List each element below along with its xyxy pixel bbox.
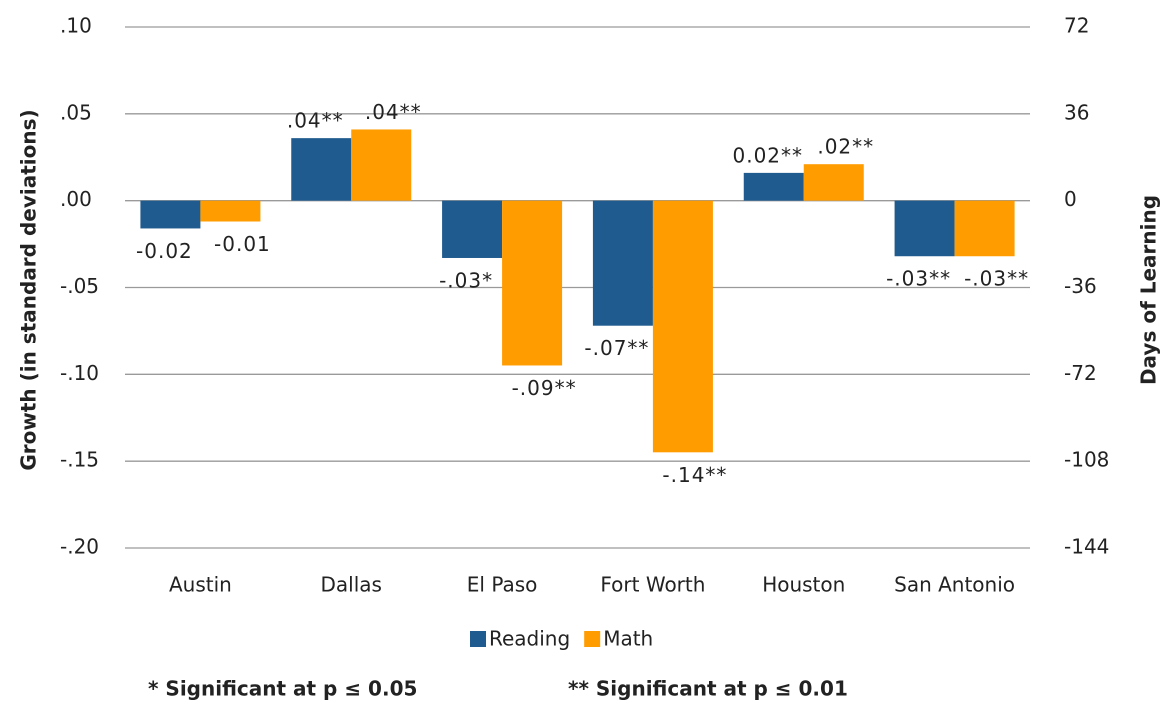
value-label: .02**: [817, 135, 874, 159]
value-label: .04**: [365, 100, 422, 124]
x-tick-label: El Paso: [467, 573, 538, 597]
bar: [351, 129, 412, 201]
value-label: -.14**: [662, 463, 727, 487]
y2-tick-label: -72: [1064, 361, 1097, 385]
bar: [652, 200, 713, 453]
legend-swatch: [470, 631, 486, 647]
y2-tick-label: 72: [1064, 14, 1089, 38]
y-tick-label: -.10: [60, 361, 99, 385]
legend-label: Reading: [489, 627, 570, 651]
bar: [592, 200, 653, 326]
y-tick-label: .00: [60, 187, 92, 211]
value-label: -.03**: [886, 267, 951, 291]
y-tick-label: -.15: [60, 448, 99, 472]
value-label: -.07**: [584, 336, 649, 360]
value-label: 0.02**: [732, 143, 803, 167]
bar: [743, 172, 804, 201]
value-label: -0.02: [136, 239, 193, 263]
footnote: * Significant at p ≤ 0.05: [148, 677, 417, 701]
y2-tick-label: -144: [1064, 535, 1109, 559]
legend-label: Math: [603, 627, 653, 651]
y-tick-label: .05: [60, 100, 92, 124]
y2-tick-label: -108: [1064, 448, 1109, 472]
bar: [894, 200, 955, 257]
footnote: ** Significant at p ≤ 0.01: [568, 677, 848, 701]
y2-axis-title: Days of Learning: [1137, 195, 1161, 385]
y-tick-label: -.05: [60, 274, 99, 298]
x-tick-label: Dallas: [321, 573, 382, 597]
x-tick-label: Fort Worth: [600, 573, 705, 597]
y2-tick-label: -36: [1064, 274, 1097, 298]
bar: [803, 164, 864, 201]
y2-tick-label: 0: [1064, 187, 1077, 211]
value-label: -.03**: [964, 267, 1029, 291]
value-label: -0.01: [214, 232, 271, 256]
legend-swatch: [584, 631, 601, 647]
y-tick-label: .10: [60, 14, 92, 38]
y-axis-title: Growth (in standard deviations): [17, 109, 41, 470]
x-tick-label: Austin: [169, 573, 232, 597]
value-label: -.09**: [512, 376, 577, 400]
bar: [200, 200, 261, 222]
x-tick-label: Houston: [762, 573, 845, 597]
y2-tick-label: 36: [1064, 100, 1089, 124]
y-tick-label: -.20: [60, 535, 99, 559]
bar: [291, 138, 352, 201]
bar: [442, 200, 503, 258]
bar: [954, 200, 1015, 257]
bar: [140, 200, 201, 229]
bar: [502, 200, 563, 366]
x-tick-label: San Antonio: [894, 573, 1015, 597]
value-label: -.03*: [439, 268, 493, 292]
value-label: .04**: [287, 109, 344, 133]
